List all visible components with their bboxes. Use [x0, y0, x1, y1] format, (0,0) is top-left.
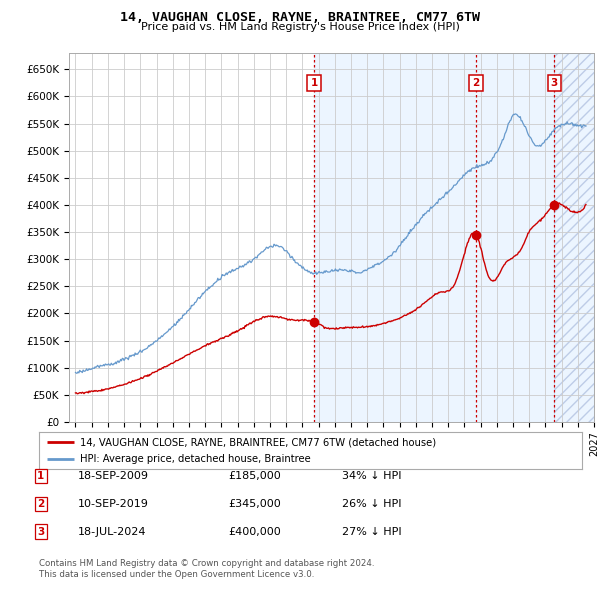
Text: £345,000: £345,000 [228, 499, 281, 509]
Bar [314, 53, 594, 422]
Text: 1: 1 [37, 471, 44, 481]
Text: 27% ↓ HPI: 27% ↓ HPI [342, 527, 401, 536]
Text: 18-JUL-2024: 18-JUL-2024 [78, 527, 146, 536]
Text: 2: 2 [472, 78, 479, 88]
Text: 34% ↓ HPI: 34% ↓ HPI [342, 471, 401, 481]
Text: 3: 3 [37, 527, 44, 536]
Text: Contains HM Land Registry data © Crown copyright and database right 2024.
This d: Contains HM Land Registry data © Crown c… [39, 559, 374, 579]
Text: £400,000: £400,000 [228, 527, 281, 536]
Text: 3: 3 [551, 78, 558, 88]
Text: £185,000: £185,000 [228, 471, 281, 481]
Text: 1: 1 [310, 78, 317, 88]
Text: Price paid vs. HM Land Registry's House Price Index (HPI): Price paid vs. HM Land Registry's House … [140, 22, 460, 32]
Text: 2: 2 [37, 499, 44, 509]
Text: 14, VAUGHAN CLOSE, RAYNE, BRAINTREE, CM77 6TW: 14, VAUGHAN CLOSE, RAYNE, BRAINTREE, CM7… [120, 11, 480, 24]
Text: 26% ↓ HPI: 26% ↓ HPI [342, 499, 401, 509]
Bar [554, 53, 594, 422]
Text: 10-SEP-2019: 10-SEP-2019 [78, 499, 149, 509]
Text: 18-SEP-2009: 18-SEP-2009 [78, 471, 149, 481]
Text: 14, VAUGHAN CLOSE, RAYNE, BRAINTREE, CM77 6TW (detached house): 14, VAUGHAN CLOSE, RAYNE, BRAINTREE, CM7… [80, 437, 436, 447]
Text: HPI: Average price, detached house, Braintree: HPI: Average price, detached house, Brai… [80, 454, 310, 464]
